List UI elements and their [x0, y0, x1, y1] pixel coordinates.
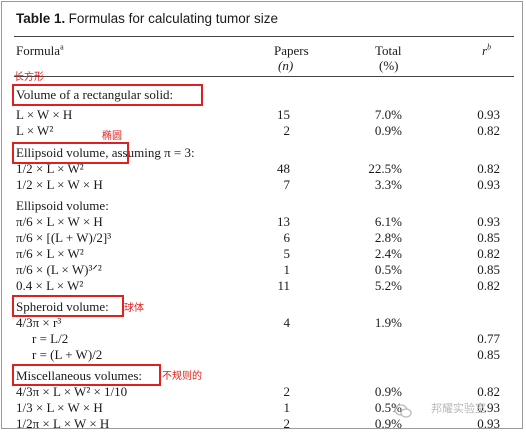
total-cell: 0.9% — [374, 384, 402, 399]
table-title: Table 1. Formulas for calculating tumor … — [16, 11, 278, 27]
papers-cell: 48 — [277, 161, 290, 176]
papers-cell: 5 — [283, 246, 291, 261]
r-cell: 0.93 — [477, 107, 500, 122]
papers-cell: 7 — [283, 177, 291, 192]
watermark: 邦耀实验室 — [431, 402, 486, 415]
r-cell: 0.93 — [477, 177, 500, 192]
formula-cell: 0.4 × L × W² — [16, 278, 84, 293]
table-caption: Formulas for calculating tumor size — [68, 11, 278, 26]
formula-cell: 1/2 × L × W × H — [16, 177, 103, 192]
formula-cell: 1/3 × L × W × H — [16, 400, 103, 415]
r-cell: 0.93 — [477, 214, 500, 229]
section-heading: Ellipsoid volume, assuming π = 3: — [16, 145, 195, 160]
total-cell: 0.9% — [374, 123, 402, 138]
r-cell: 0.85 — [477, 230, 500, 245]
section-heading: Volume of a rectangular solid: — [16, 87, 174, 102]
header-papers: Papers — [274, 43, 309, 58]
highlight-spheroid — [12, 295, 124, 317]
papers-cell: 2 — [283, 384, 291, 399]
r-cell: 0.77 — [477, 331, 500, 346]
formula-cell: 4/3π × L × W² × 1/10 — [16, 384, 128, 399]
section-heading: Miscellaneous volumes: — [16, 368, 143, 383]
note-ellipsoid: 椭圆 — [102, 131, 122, 142]
total-cell: 5.2% — [374, 278, 402, 293]
top-rule — [14, 36, 514, 37]
highlight-ellipsoid-assuming — [12, 142, 129, 164]
total-cell: 0.9% — [374, 416, 402, 431]
r-cell: 0.82 — [477, 384, 500, 399]
formula-cell: 1/2π × L × W × H — [16, 416, 110, 431]
r-cell: 0.93 — [477, 416, 500, 431]
header-rule — [14, 76, 514, 77]
papers-cell: 1 — [283, 262, 291, 277]
header-total-unit: (%) — [379, 58, 399, 73]
formula-cell: π/6 × (L × W)³ᐟ² — [16, 262, 102, 277]
total-cell: 3.3% — [374, 177, 402, 192]
papers-cell: 11 — [277, 278, 290, 293]
highlight-rectangular — [12, 84, 203, 106]
papers-cell: 15 — [277, 107, 290, 122]
total-cell: 22.5% — [368, 161, 402, 176]
header-total: Total — [375, 43, 402, 58]
formula-cell: 1/2 × L × W² — [16, 161, 84, 176]
total-cell: 7.0% — [374, 107, 402, 122]
section-heading: Spheroid volume: — [16, 299, 109, 314]
r-cell: 0.85 — [477, 262, 500, 277]
total-cell: 6.1% — [374, 214, 402, 229]
note-rectangular: 长方形 — [14, 72, 44, 83]
formula-cell: 4/3π × r³ — [16, 315, 62, 330]
formula-cell: π/6 × L × W × H — [16, 214, 103, 229]
total-cell: 2.4% — [374, 246, 402, 261]
total-cell: 1.9% — [374, 315, 402, 330]
r-cell: 0.82 — [477, 278, 500, 293]
highlight-miscellaneous — [12, 364, 161, 386]
papers-cell: 13 — [277, 214, 290, 229]
r-cell: 0.82 — [477, 123, 500, 138]
section-heading-suffix: assuming π = 3: — [108, 145, 195, 160]
papers-cell: 2 — [283, 123, 291, 138]
r-cell: 0.93 — [477, 400, 500, 415]
r-cell: 0.82 — [477, 161, 500, 176]
papers-cell: 2 — [283, 416, 291, 431]
note-miscellaneous: 不规则的 — [162, 371, 202, 382]
formula-cell: r = (L + W)/2 — [32, 347, 103, 362]
table-number: Table 1. — [16, 11, 66, 26]
formula-cell: r = L/2 — [32, 331, 69, 346]
papers-cell: 1 — [283, 400, 291, 415]
r-cell: 0.85 — [477, 347, 500, 362]
formula-cell: π/6 × L × W² — [16, 246, 84, 261]
header-papers-unit: (n) — [278, 58, 294, 73]
wechat-icon — [394, 404, 412, 418]
total-cell: 0.5% — [374, 262, 402, 277]
total-cell: 0.5% — [374, 400, 402, 415]
section-heading: Ellipsoid volume: — [16, 198, 109, 213]
papers-cell: 4 — [283, 315, 291, 330]
r-cell: 0.82 — [477, 246, 500, 261]
formula-cell: L × W² — [16, 123, 54, 138]
formula-cell: L × W × H — [16, 107, 73, 122]
formula-cell: π/6 × [(L + W)/2]³ — [16, 230, 112, 245]
papers-cell: 6 — [283, 230, 291, 245]
header-formula: Formulaa — [16, 42, 64, 58]
total-cell: 2.8% — [374, 230, 402, 245]
note-spheroid: 球体 — [124, 303, 144, 314]
header-r: rb — [482, 42, 492, 58]
